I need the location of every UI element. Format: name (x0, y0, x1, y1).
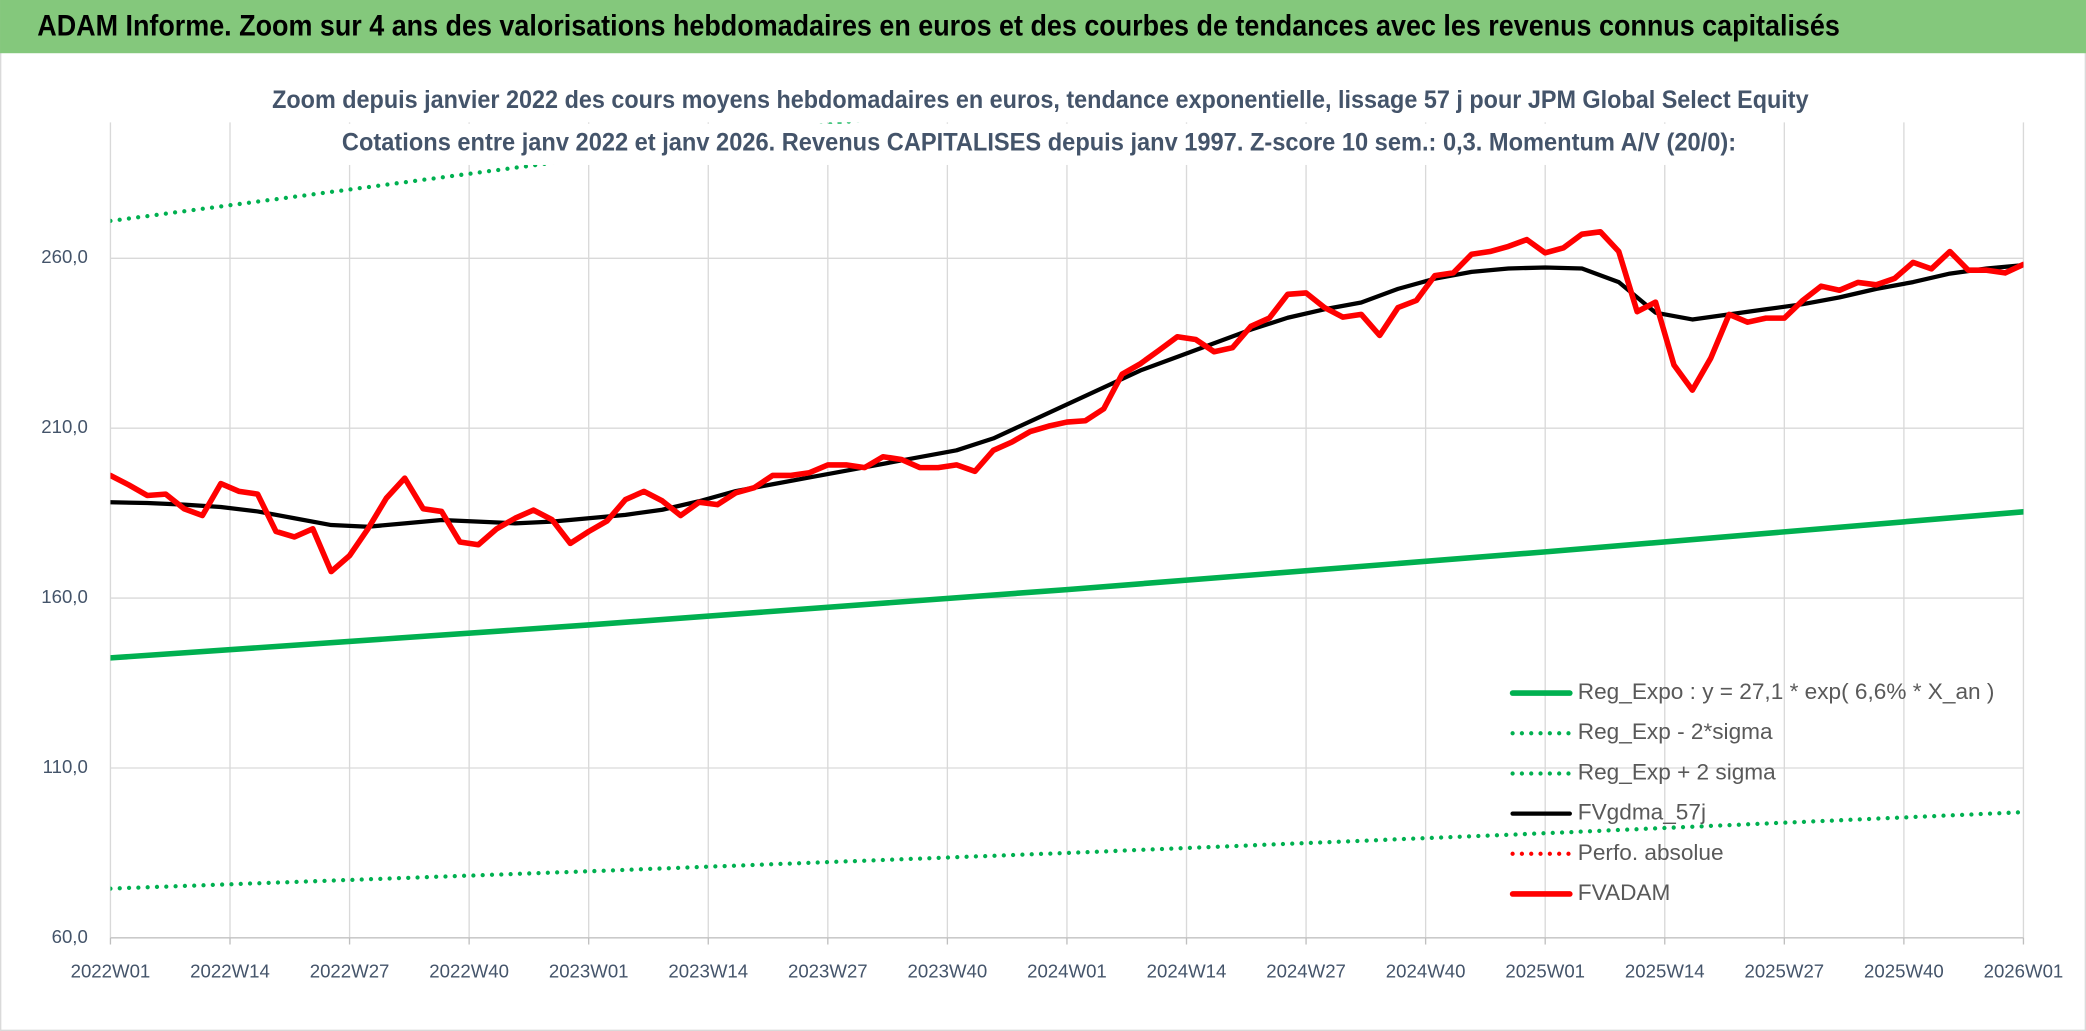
x-tick-label: 2024W01 (1027, 960, 1107, 981)
subtitle-background (332, 123, 1746, 165)
y-tick-label: 160,0 (41, 586, 88, 607)
banner-title: ADAM Informe. Zoom sur 4 ans des valoris… (37, 11, 1840, 43)
legend-label: FVADAM (1578, 880, 1671, 905)
x-tick-label: 2024W27 (1266, 960, 1346, 981)
legend-label: Reg_Expo : y = 27,1 * exp( 6,6% * X_an ) (1578, 679, 1995, 704)
y-tick-label: 110,0 (43, 756, 88, 777)
legend: Reg_Expo : y = 27,1 * exp( 6,6% * X_an )… (1509, 679, 1995, 905)
y-tick-label: 60,0 (52, 926, 88, 947)
series-line (110, 262, 2024, 529)
x-tick-label: 2025W14 (1625, 960, 1705, 981)
legend-label: FVgdma_57j (1578, 800, 1706, 825)
x-tick-label: 2025W01 (1505, 960, 1585, 981)
x-tick-label: 2023W40 (908, 960, 988, 981)
series-line (110, 810, 2024, 891)
x-tick-label: 2026W01 (1984, 960, 2064, 981)
x-tick-label: 2023W01 (549, 960, 629, 981)
plot-area (110, 122, 2024, 891)
x-tick-label: 2022W27 (310, 960, 390, 981)
legend-label: Perfo. absolue (1578, 840, 1724, 865)
y-tick-label: 260,0 (41, 246, 88, 267)
x-tick-label: 2023W14 (668, 960, 748, 981)
legend-label: Reg_Exp + 2 sigma (1578, 759, 1776, 784)
x-tick-label: 2024W14 (1147, 960, 1227, 981)
x-tick-label: 2025W27 (1744, 960, 1824, 981)
x-tick-label: 2022W40 (429, 960, 509, 981)
x-tick-label: 2025W40 (1864, 960, 1944, 981)
series-line (110, 508, 2024, 661)
x-tick-label: 2024W40 (1386, 960, 1466, 981)
legend-label: Reg_Exp - 2*sigma (1578, 719, 1773, 744)
x-tick-label: 2022W01 (71, 960, 151, 981)
y-tick-label: 210,0 (41, 416, 88, 437)
chart-subtitle: Cotations entre janv 2022 et janv 2026. … (342, 128, 1736, 156)
series-line (110, 229, 2024, 575)
banner (0, 0, 2086, 54)
title-background (263, 79, 1820, 122)
x-tick-label: 2022W14 (190, 960, 270, 981)
chart-title: Zoom depuis janvier 2022 des cours moyen… (272, 86, 1809, 114)
axes: 60,0 110,0 160,0 210,0 260,0 2022W01 2022W14 20… (41, 246, 2063, 981)
x-tick-label: 2023W27 (788, 960, 868, 981)
grid (109, 122, 2025, 939)
